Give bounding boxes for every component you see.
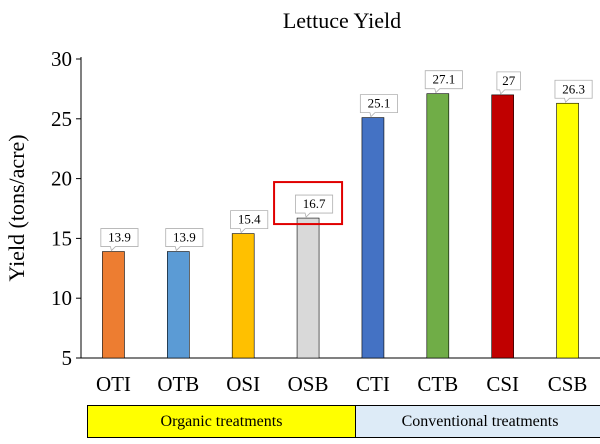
- x-tick-label: CSI: [486, 372, 519, 396]
- bar: [296, 217, 320, 359]
- data-label: 15.4: [238, 212, 261, 227]
- x-tick-label: CSB: [548, 372, 588, 396]
- bar: [426, 93, 450, 359]
- data-label: 27: [502, 73, 516, 88]
- data-label: 13.9: [173, 230, 196, 245]
- chart-title: Lettuce Yield: [283, 8, 401, 33]
- bar: [491, 94, 514, 359]
- data-label-callout: [165, 228, 204, 252]
- plot-area: 5 10 15 20 25 30 OTI 13.9 OTB 13.9 OSI 15.4 OSB 16.7 C…: [51, 47, 600, 396]
- data-label: 25.1: [368, 96, 391, 111]
- group-label-organic: Organic treatments: [87, 405, 356, 438]
- bar: [167, 251, 190, 359]
- y-tick-label: 10: [51, 286, 72, 310]
- bar: [102, 251, 125, 359]
- data-label: 13.9: [108, 230, 131, 245]
- bar: [231, 233, 255, 359]
- y-tick-label: 5: [62, 346, 73, 370]
- data-label-callout: [496, 71, 521, 95]
- data-label-callout: [100, 228, 139, 252]
- data-label: 16.7: [303, 196, 326, 211]
- x-tick-label: CTB: [417, 372, 458, 396]
- x-tick-label: OTI: [96, 372, 131, 396]
- x-tick-label: OSB: [288, 372, 329, 396]
- bar: [361, 117, 385, 359]
- y-axis-label: Yield (tons/acre): [4, 134, 29, 281]
- y-tick-label: 15: [51, 226, 72, 250]
- x-tick-label: OSI: [226, 372, 260, 396]
- data-label: 27.1: [432, 72, 455, 87]
- y-tick-label: 30: [51, 47, 72, 71]
- data-label-callout: [359, 94, 398, 118]
- x-tick-label: OTB: [157, 372, 199, 396]
- data-label: 26.3: [562, 81, 585, 96]
- data-label-callout: [295, 194, 334, 218]
- data-label-callout: [424, 70, 463, 94]
- x-tick-label: CTI: [356, 372, 390, 396]
- y-tick-label: 20: [51, 167, 72, 191]
- data-label-callout: [554, 79, 593, 104]
- highlight-box: [273, 181, 344, 226]
- data-label-callout: [230, 210, 269, 234]
- y-tick-label: 25: [51, 107, 72, 131]
- group-label-conventional: Conventional treatments: [355, 405, 600, 438]
- bar: [556, 102, 579, 359]
